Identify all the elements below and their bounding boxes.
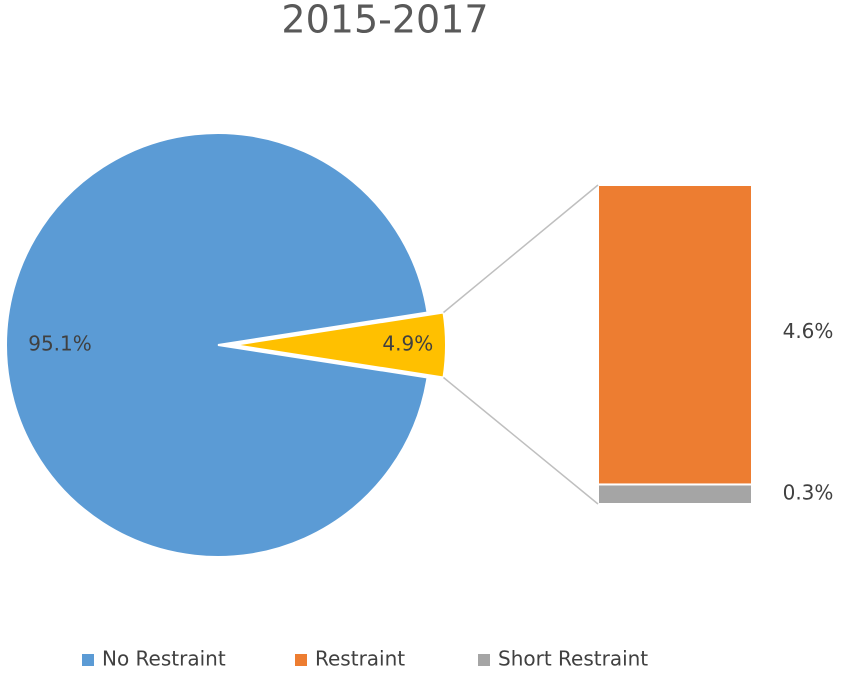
- legend-label: Short Restraint: [498, 647, 648, 671]
- connector-line: [443, 184, 599, 314]
- data-label: 95.1%: [28, 332, 92, 356]
- bar-segment: [597, 483, 753, 506]
- data-label: 0.3%: [783, 481, 834, 505]
- data-label: 4.9%: [382, 332, 433, 356]
- legend-marker: [478, 654, 490, 666]
- pie-slice: [233, 311, 447, 379]
- data-label: 4.6%: [783, 319, 834, 343]
- legend-marker: [295, 654, 307, 666]
- chart-title: 2015-2017: [281, 0, 488, 42]
- legend-label: No Restraint: [102, 647, 226, 671]
- legend-marker: [82, 654, 94, 666]
- connector-line: [443, 376, 599, 505]
- bar-segment: [597, 184, 753, 486]
- legend-label: Restraint: [315, 647, 405, 671]
- pie-slice: [5, 132, 429, 558]
